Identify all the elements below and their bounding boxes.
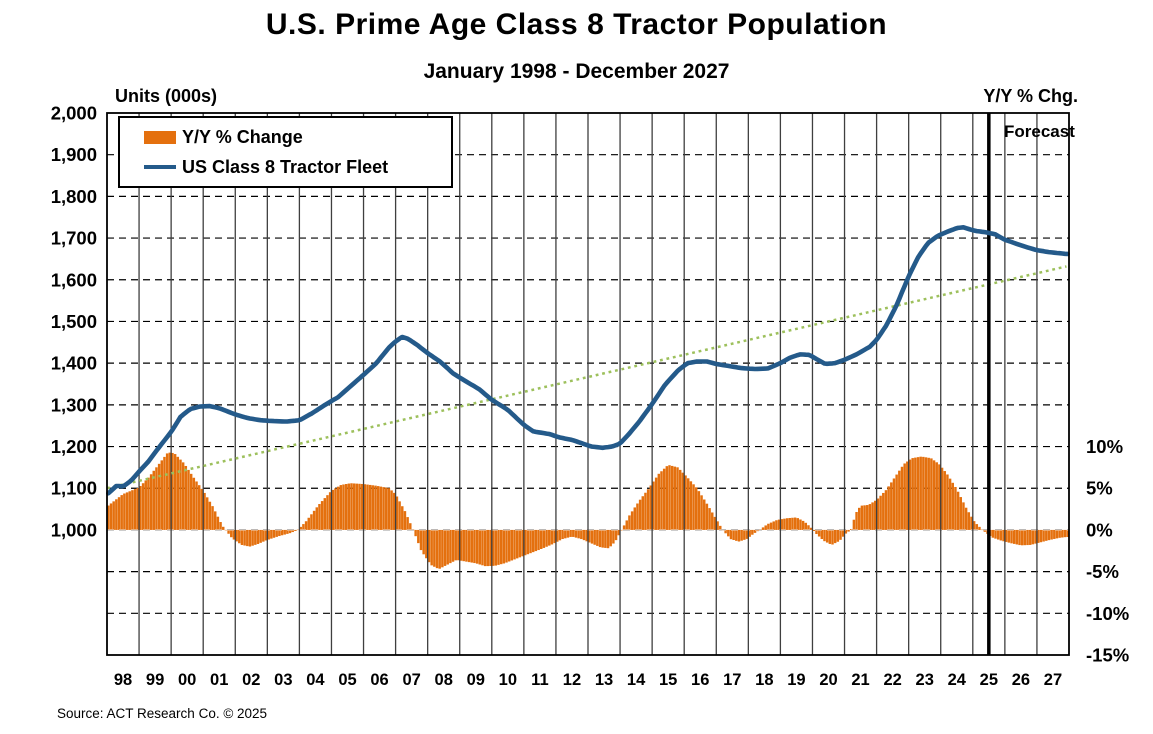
legend-label-fleet: US Class 8 Tractor Fleet [182,156,389,177]
x-axis-ticks: 98 99 00 01 02 03 04 05 06 07 08 09 10 11 12 13 14 15 16 17… [114,671,1062,689]
x-axis-tick: 05 [338,671,356,689]
left-axis-tick: 1,400 [51,353,97,374]
x-axis-tick: 98 [114,671,132,689]
yoy-change-bars [107,452,1069,569]
x-axis-tick: 25 [980,671,998,689]
left-axis-tick: 1,200 [51,436,97,457]
x-axis-tick: 00 [178,671,196,689]
x-axis-tick: 18 [755,671,773,689]
plot-border [106,112,1070,656]
right-axis-title: Y/Y % Chg. [983,86,1078,106]
left-axis-tick: 1,800 [51,186,97,207]
right-axis-ticks: 10% 5% 0% -5% -10% -15% [1086,436,1129,665]
x-axis-tick: 24 [948,671,967,689]
left-axis-tick: 1,000 [51,519,97,540]
x-axis-tick: 12 [563,671,581,689]
legend-box: Y/Y % Change US Class 8 Tractor Fleet [118,116,453,188]
trend-dotted-line [106,265,1067,490]
x-axis-tick: 19 [787,671,805,689]
chart-title: U.S. Prime Age Class 8 Tractor Populatio… [265,8,888,41]
left-axis-title: Units (000s) [115,86,218,106]
x-axis-tick: 26 [1012,671,1030,689]
right-axis-tick: 0% [1086,519,1113,540]
x-axis-tick: 09 [467,671,485,689]
x-axis-tick: 21 [851,671,869,689]
x-axis-tick: 99 [146,671,164,689]
x-axis-tick: 22 [883,671,901,689]
x-axis-tick: 07 [402,671,420,689]
x-axis-tick: 10 [499,671,517,689]
right-axis-tick: -5% [1086,561,1119,582]
fleet-line [106,225,1070,496]
x-axis-tick: 23 [916,671,934,689]
x-axis-tick: 06 [370,671,388,689]
right-axis-tick: 5% [1086,478,1113,499]
right-axis-tick: -10% [1086,603,1129,624]
left-axis-ticks: 2,000 1,900 1,800 1,700 1,600 1,500 1,400 1,300… [51,103,97,541]
x-axis-tick: 17 [723,671,741,689]
x-axis-tick: 16 [691,671,709,689]
right-axis-tick: 10% [1086,436,1123,457]
x-axis-tick: 13 [595,671,613,689]
left-axis-tick: 1,300 [51,394,97,415]
left-axis-tick: 1,700 [51,228,97,249]
vertical-gridlines [138,113,1038,655]
yoy-change-swatch-icon [144,130,176,144]
x-axis-tick: 08 [435,671,453,689]
legend-item-yoy-change: Y/Y % Change [144,127,451,148]
right-axis-tick: -15% [1086,645,1129,666]
legend-item-fleet: US Class 8 Tractor Fleet [144,157,451,178]
left-axis-tick: 1,600 [51,269,97,290]
x-axis-tick: 03 [274,671,292,689]
x-axis-tick: 27 [1044,671,1062,689]
legend-label-yoy-change: Y/Y % Change [182,126,303,147]
chart-subtitle: January 1998 - December 2027 [423,60,730,83]
x-axis-tick: 02 [242,671,260,689]
left-axis-tick: 1,500 [51,311,97,332]
x-axis-tick: 11 [531,671,548,689]
left-axis-tick: 2,000 [51,103,97,124]
x-axis-tick: 15 [659,671,677,689]
x-axis-tick: 20 [819,671,837,689]
x-axis-tick: 01 [210,671,228,689]
forecast-label: Forecast [1004,122,1075,141]
x-axis-tick: 04 [306,671,325,689]
x-axis-tick: 14 [627,671,646,689]
source-credit: Source: ACT Research Co. © 2025 [57,706,268,721]
left-axis-tick: 1,100 [51,478,97,499]
left-axis-tick: 1,900 [51,144,97,165]
fleet-line-swatch-icon [144,165,176,169]
